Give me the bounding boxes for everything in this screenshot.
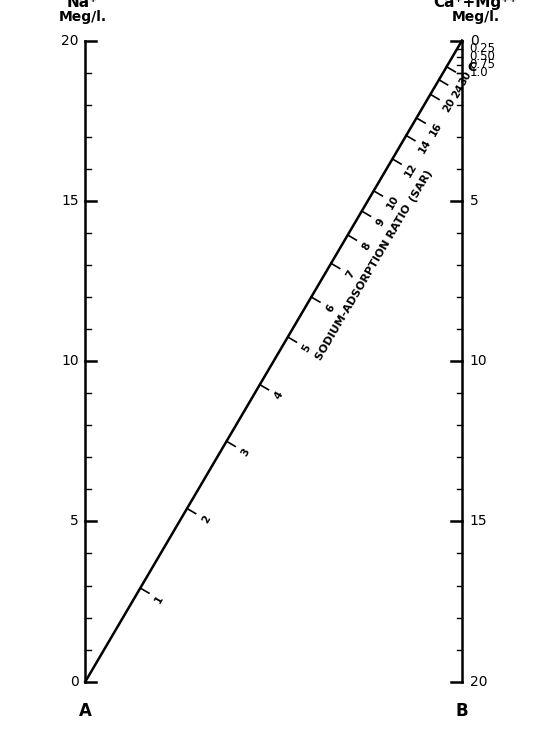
Text: 8: 8 <box>361 240 373 252</box>
Text: 30: 30 <box>458 69 474 87</box>
Text: 0.25: 0.25 <box>470 42 496 55</box>
Text: 15: 15 <box>61 194 79 208</box>
Text: 7: 7 <box>344 269 356 280</box>
Text: 16: 16 <box>427 120 443 138</box>
Text: 0.75: 0.75 <box>470 58 496 71</box>
Text: (SAR): (SAR) <box>408 167 435 203</box>
Text: 14: 14 <box>417 138 433 156</box>
Text: 0.50: 0.50 <box>470 50 496 63</box>
Text: 0: 0 <box>70 675 79 688</box>
Text: 9: 9 <box>375 217 387 228</box>
Text: 15: 15 <box>470 514 487 528</box>
Text: 0: 0 <box>470 34 478 47</box>
Text: 1.0: 1.0 <box>470 66 488 79</box>
Text: 5: 5 <box>70 514 79 528</box>
Text: 6: 6 <box>324 302 337 314</box>
Text: 10: 10 <box>470 354 487 368</box>
Text: Meg/l.: Meg/l. <box>452 10 500 24</box>
Text: B: B <box>456 702 468 720</box>
Text: 1: 1 <box>153 593 166 605</box>
Text: SODIUM-ADSORPTION RATIO: SODIUM-ADSORPTION RATIO <box>314 203 414 362</box>
Text: 20: 20 <box>441 97 458 114</box>
Text: 20: 20 <box>470 675 487 688</box>
Text: C: C <box>467 61 476 74</box>
Text: Ca⁺+Mg⁺⁺: Ca⁺+Mg⁺⁺ <box>434 0 518 10</box>
Text: 3: 3 <box>239 447 252 458</box>
Text: Meg/l.: Meg/l. <box>58 10 107 24</box>
Text: 10: 10 <box>61 354 79 368</box>
Text: 20: 20 <box>61 34 79 47</box>
Text: 24: 24 <box>450 82 466 99</box>
Text: 12: 12 <box>403 161 420 179</box>
Text: 5: 5 <box>301 343 313 354</box>
Text: 4: 4 <box>273 390 285 402</box>
Text: 10: 10 <box>384 193 400 211</box>
Text: Na⁺: Na⁺ <box>67 0 98 10</box>
Text: 5: 5 <box>470 194 478 208</box>
Text: A: A <box>79 702 92 720</box>
Text: 2: 2 <box>200 514 212 525</box>
